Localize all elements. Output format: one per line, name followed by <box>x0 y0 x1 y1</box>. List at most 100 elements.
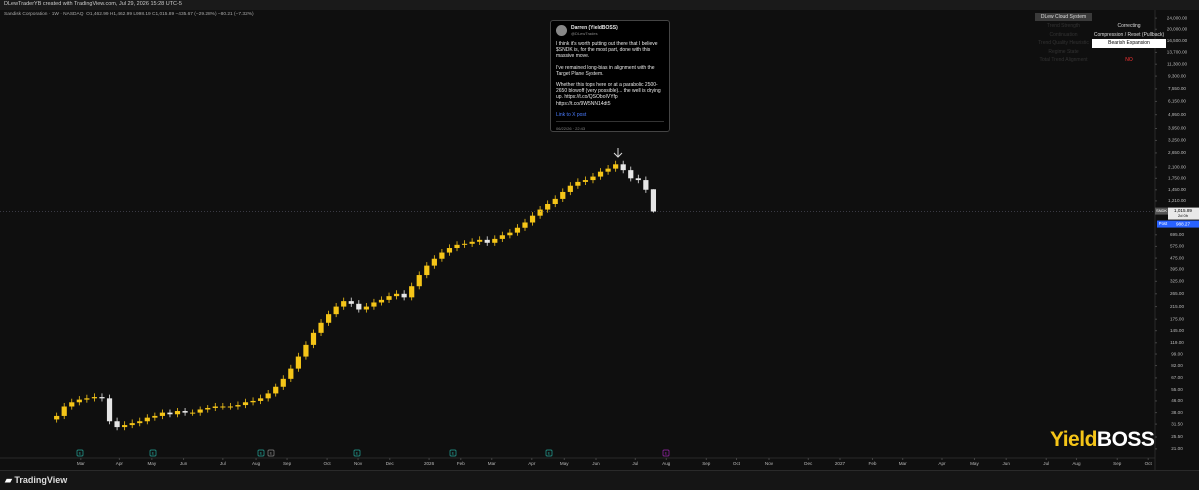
candle-body <box>439 252 445 259</box>
candle-body <box>348 301 354 304</box>
post-tag: Post <box>1159 221 1168 226</box>
candle-body <box>635 178 641 181</box>
y-tick-label: 395.00 <box>1170 267 1184 272</box>
candle-body <box>197 409 203 413</box>
candle-body <box>650 189 657 212</box>
x-tick-label: Sep <box>283 461 292 466</box>
candle-body <box>424 265 430 276</box>
x-tick-label: Oct <box>733 461 741 466</box>
event-label: E <box>548 450 551 455</box>
quote: O1,462.99 H1,462.99 L998.19 C1,015.89 −4… <box>86 12 254 17</box>
x-tick-label: Aug <box>662 461 671 466</box>
tweet-author: Darren (YieldBOSS) @DLewTrades <box>556 25 664 36</box>
candle-body <box>431 258 437 266</box>
x-tick-label: Sep <box>1113 461 1122 466</box>
event-marker <box>545 449 553 457</box>
brand-text: TradingView <box>14 475 68 485</box>
x-tick-label: May <box>147 461 156 466</box>
candle-body <box>461 243 468 245</box>
candle-body <box>537 209 543 216</box>
candle-body <box>341 301 347 307</box>
footer: ▰ TradingView <box>0 470 1199 490</box>
x-tick-label: May <box>560 461 569 466</box>
candle-body <box>54 415 60 420</box>
candle-body <box>76 399 82 403</box>
y-tick-label: 99.00 <box>1171 351 1183 356</box>
footer-brand[interactable]: ▰ TradingView <box>5 475 68 485</box>
countdown-text: 2d 0h <box>1178 213 1188 218</box>
candle-body <box>363 306 369 310</box>
candle-body <box>628 170 634 179</box>
x-tick-label: Jun <box>180 461 188 466</box>
candle-body <box>295 356 301 369</box>
x-tick-label: Aug <box>252 461 261 466</box>
table-label: Total Trend Alignment <box>1039 57 1088 63</box>
candle-body <box>492 238 498 243</box>
candle-body <box>106 398 113 422</box>
table-label: Regime State <box>1048 48 1079 55</box>
symbol-tag <box>1155 207 1168 215</box>
candle-body <box>378 299 385 303</box>
x-tick-label: Mar <box>488 461 496 466</box>
candle-body <box>393 293 400 297</box>
table-row: Trend Strength Correcting <box>1035 22 1166 31</box>
event-marker <box>267 449 275 457</box>
y-tick-label: 175.00 <box>1170 316 1184 321</box>
candle-body <box>159 412 166 416</box>
x-tick-label: Feb <box>457 461 465 466</box>
y-tick-label: 1,750.00 <box>1168 176 1186 181</box>
event-label: E <box>270 450 273 455</box>
x-tick-label: Jul <box>632 461 638 466</box>
table-label: Trend Quality Heuristic <box>1038 40 1089 46</box>
y-tick-label: 55.00 <box>1171 387 1183 392</box>
y-tick-label: 475.00 <box>1170 255 1184 260</box>
last-price-box <box>1168 207 1199 220</box>
tweet-link[interactable]: Link to X post <box>556 112 664 122</box>
logo-boss: BOSS <box>1096 428 1155 451</box>
candle-body <box>137 421 143 424</box>
tweet-text: I think it's worth putting out there tha… <box>556 41 658 60</box>
table-row: Continuation Compression / Reset (Pullbac… <box>1035 31 1166 40</box>
x-tick-label: Jul <box>220 461 226 466</box>
logo: YieldBOSS <box>1050 428 1155 452</box>
last-price-text: 1,015.89 <box>1174 208 1192 213</box>
candle-body <box>409 286 415 298</box>
event-label: E <box>452 450 455 455</box>
event-label: E <box>356 450 359 455</box>
symbol-title: Sandisk Corporation · 1W · NASDAQ <box>4 12 84 17</box>
candle-body <box>280 378 286 387</box>
y-tick-label: 575.00 <box>1170 244 1184 249</box>
tweet-handle: @DLewTrades <box>571 31 598 36</box>
x-tick-label: 2026 <box>424 461 435 466</box>
y-tick-label: 145.00 <box>1170 328 1184 333</box>
x-tick-label: Jun <box>1002 461 1010 466</box>
candle-body <box>250 400 256 403</box>
x-tick-label: Apr <box>938 461 946 466</box>
event-marker <box>257 449 265 457</box>
y-tick-label: 6,150.00 <box>1168 99 1186 104</box>
table-value: Bearish Expansion <box>1092 39 1166 48</box>
y-tick-label: 25.50 <box>1171 434 1183 439</box>
avatar <box>556 25 567 36</box>
candle-body <box>597 171 604 177</box>
logo-yield: Yield <box>1050 428 1097 451</box>
candle-body <box>446 248 453 253</box>
table-value: Correcting <box>1117 23 1141 29</box>
event-label: E <box>665 450 668 455</box>
candle-body <box>258 398 264 401</box>
candle-body <box>552 198 558 204</box>
candle-body <box>91 397 98 399</box>
x-tick-label: Jul <box>1043 461 1049 466</box>
candle-body <box>371 302 377 307</box>
candle-body <box>288 368 294 379</box>
y-tick-label: 215.00 <box>1170 304 1184 309</box>
candle-body <box>613 164 619 169</box>
y-tick-label: 2,650.00 <box>1168 150 1186 155</box>
y-tick-label: 3,950.00 <box>1168 126 1186 131</box>
candle-body <box>507 232 513 236</box>
x-tick-label: Mar <box>899 461 907 466</box>
table-label: Trend Strength <box>1046 23 1081 29</box>
y-tick-label: 46.00 <box>1171 398 1183 403</box>
candle-body <box>333 306 339 315</box>
